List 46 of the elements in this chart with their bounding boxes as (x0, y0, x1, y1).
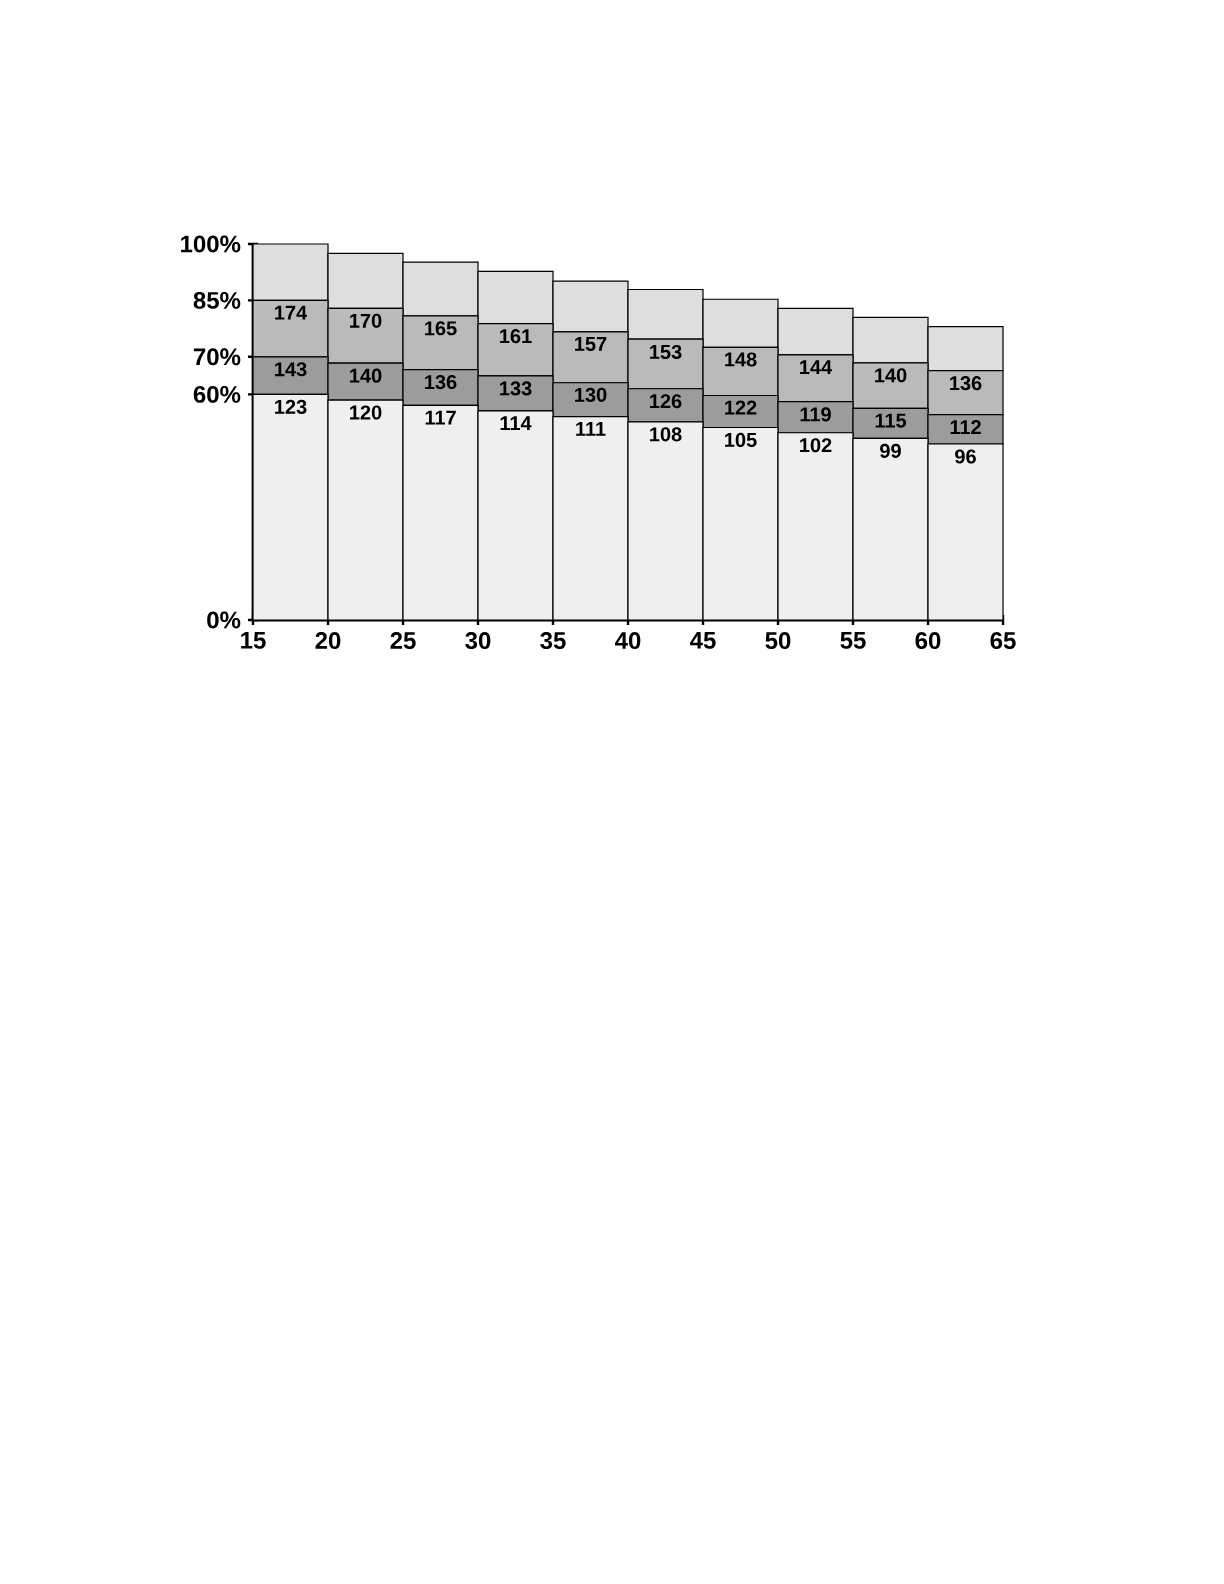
annotation: 140 (875, 368, 907, 383)
annotation: 122 (725, 400, 757, 415)
annotation: 133 (500, 381, 532, 396)
x-tick-label: 50 (765, 632, 791, 650)
y-tick-label: 0% (207, 611, 241, 629)
x-tick-label: 65 (990, 632, 1016, 650)
annotation: 144 (800, 360, 833, 375)
x-tick-label: 15 (241, 632, 266, 649)
annotation: 120 (350, 405, 382, 420)
annotation: 126 (650, 394, 682, 409)
annotation: 136 (950, 376, 982, 391)
annotation: 96 (955, 449, 976, 464)
x-tick-label: 25 (390, 632, 416, 650)
x-tick-label: 60 (915, 632, 941, 650)
y-tick-label: 85% (193, 291, 241, 309)
annotation: 153 (650, 344, 682, 360)
annotation: 112 (950, 420, 981, 435)
annotation: 161 (500, 329, 532, 344)
y-tick-label: 70% (193, 348, 241, 366)
annotation: 130 (575, 387, 607, 402)
annotation: 143 (275, 362, 307, 377)
x-tick-label: 30 (465, 632, 491, 650)
annotation: 119 (800, 407, 831, 422)
x-tick-label: 45 (690, 632, 716, 649)
annotation: 123 (275, 399, 307, 414)
annotation: 170 (350, 313, 382, 328)
annotation: 111 (576, 421, 606, 436)
annotation: 114 (500, 416, 532, 431)
annotation: 157 (575, 336, 607, 351)
annotation: 115 (875, 413, 907, 428)
x-tick-label: 35 (540, 632, 566, 650)
y-tick-label: 100% (181, 235, 241, 253)
x-tick-label: 40 (615, 632, 641, 650)
annotation: 105 (725, 432, 757, 448)
annotation: 165 (425, 321, 457, 336)
annotation: 108 (650, 427, 682, 442)
annotation: 140 (350, 368, 382, 383)
annotation: 174 (275, 305, 308, 320)
x-tick-label: 20 (315, 632, 341, 650)
annotation: 99 (880, 443, 901, 458)
y-tick-label: 60% (193, 385, 241, 403)
annotation: 148 (725, 352, 757, 367)
annotation: 136 (425, 374, 457, 390)
annotation: 117 (425, 410, 456, 425)
annotation: 102 (800, 438, 832, 453)
x-tick-label: 55 (840, 632, 866, 649)
